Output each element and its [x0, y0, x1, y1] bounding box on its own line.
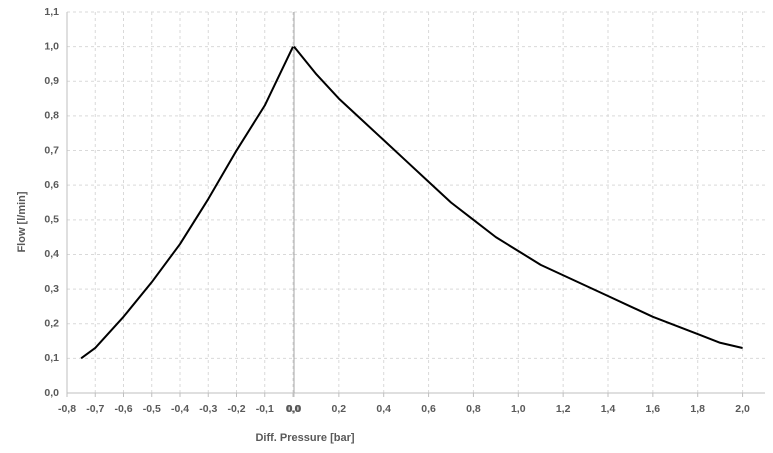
x-tick-label: 1,2	[556, 403, 571, 415]
y-tick-label: 1,0	[44, 40, 59, 52]
x-tick-label: -0,8	[58, 403, 76, 415]
y-tick-label: 0,0	[44, 387, 59, 399]
x-tick-label: 2,0	[735, 403, 750, 415]
y-tick-label: 1,1	[44, 6, 59, 18]
x-tick-label: 1,4	[601, 403, 616, 415]
x-tick-label: 0,8	[466, 403, 481, 415]
x-tick-label: -0,5	[143, 403, 161, 415]
y-axis-title: Flow [l/min]	[16, 191, 28, 252]
y-tick-label: 0,8	[44, 110, 59, 122]
x-tick-label: 0,0	[287, 403, 302, 415]
y-tick-label: 0,1	[44, 352, 59, 364]
x-tick-label: 0,2	[332, 403, 347, 415]
flow-line	[80, 46, 294, 360]
x-tick-label: 0,6	[421, 403, 436, 415]
x-tick-label: 0,4	[376, 403, 391, 415]
y-tick-label: 0,4	[44, 248, 59, 260]
y-tick-label: 0,9	[44, 75, 59, 87]
x-tick-label: 1,8	[690, 403, 705, 415]
flow-line	[293, 46, 743, 349]
x-tick-label: -0,3	[199, 403, 217, 415]
x-tick-label: -0,6	[114, 403, 132, 415]
x-tick-label: -0,4	[171, 403, 189, 415]
y-tick-label: 0,6	[44, 179, 59, 191]
x-tick-label: -0,1	[256, 403, 274, 415]
x-tick-label: 0,0	[286, 403, 301, 415]
y-tick-label: 0,5	[44, 214, 59, 226]
y-tick-label: 0,3	[44, 283, 59, 295]
y-tick-label: 0,7	[44, 144, 59, 156]
x-axis-title: Diff. Pressure [bar]	[255, 432, 354, 444]
x-tick-label: -0,7	[86, 403, 104, 415]
x-tick-label: 1,0	[511, 403, 526, 415]
x-tick-label: -0,2	[227, 403, 245, 415]
y-tick-label: 0,2	[44, 318, 59, 330]
x-tick-label: 1,6	[646, 403, 661, 415]
